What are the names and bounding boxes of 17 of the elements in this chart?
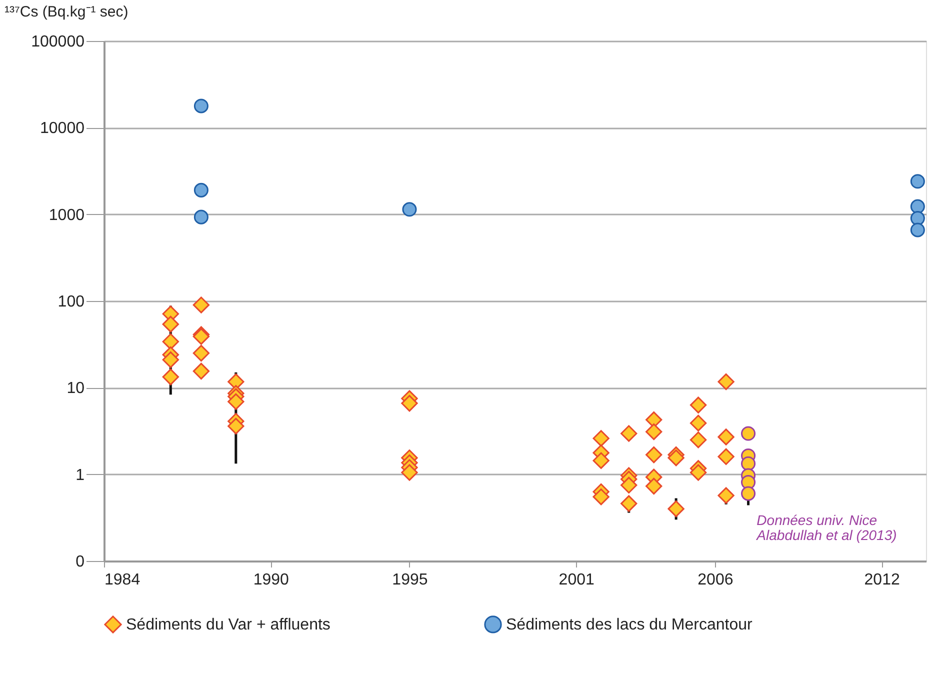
y-tick-label: 0 (76, 554, 85, 570)
x-tick-label: 1995 (392, 572, 428, 588)
y-tick-label: 1 (76, 466, 85, 484)
legend-label: Sédiments des lacs du Mercantour (506, 616, 754, 634)
y-tick-label: 10 (66, 380, 85, 398)
x-tick-label: 2001 (558, 572, 594, 588)
y-tick-label: 100000 (31, 34, 85, 50)
x-tick-label: 2006 (698, 572, 734, 588)
y-axis-title: ¹³⁷Cs (Bq.kg⁻¹ sec) (4, 4, 128, 20)
y-tick-label: 1000 (48, 206, 85, 224)
x-tick-label: 1990 (253, 572, 290, 588)
y-tick-label: 100 (58, 294, 85, 310)
annotation: Données univ. Nice Alabdullah et al (2013) (756, 512, 897, 544)
x-tick-label: 2012 (864, 572, 900, 588)
x-tick-label: 1984 (104, 572, 140, 588)
legend-label: Sédiments du Var + affluents (126, 616, 330, 634)
y-tick-label: 10000 (40, 120, 85, 138)
